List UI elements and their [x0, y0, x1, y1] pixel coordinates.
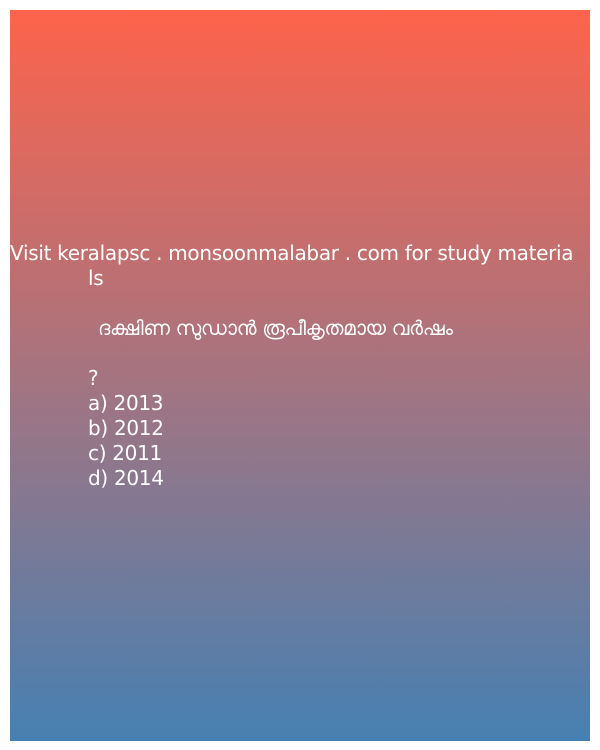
option-d: d) 2014 [88, 466, 164, 490]
option-b: b) 2012 [88, 416, 164, 440]
question-mark: ? [88, 366, 99, 390]
option-a: a) 2013 [88, 391, 164, 415]
answer-options: a) 2013 b) 2012 c) 2011 d) 2014 [88, 391, 164, 491]
quiz-card: Visit keralapsc . monsoonmalabar . com f… [10, 10, 590, 741]
question-text: ദക്ഷിണ സുഡാൻ രൂപീകൃതമായ വർഷം [98, 316, 453, 340]
promo-text-line-2: ls [88, 266, 104, 290]
option-c: c) 2011 [88, 441, 162, 465]
promo-text-line-1: Visit keralapsc . monsoonmalabar . com f… [10, 241, 574, 265]
